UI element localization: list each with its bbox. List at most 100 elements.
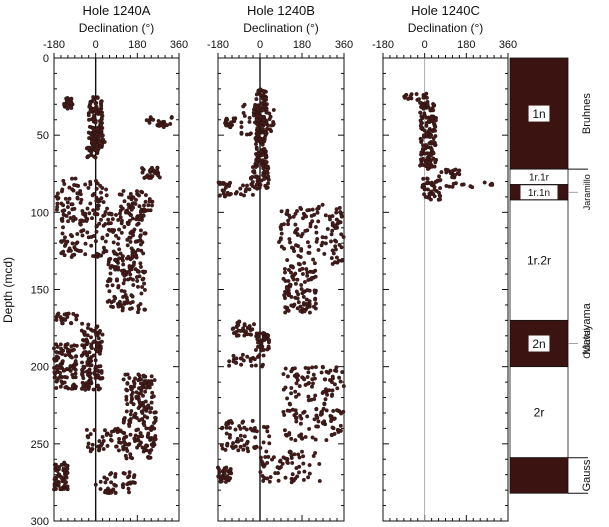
y-tick-label: 250 (31, 439, 49, 451)
data-point (261, 173, 266, 178)
data-point (80, 343, 85, 348)
data-point (294, 394, 298, 399)
polarity-column: 1n 1r.1r 1r.1n 1r.2r 2n 2r Bruhnes Jaramillo Mat… (509, 57, 593, 494)
data-point (146, 431, 151, 436)
data-point (91, 107, 96, 112)
data-point (80, 380, 85, 385)
data-point (224, 431, 229, 436)
data-point (322, 402, 327, 407)
data-point (300, 266, 305, 271)
data-point (289, 391, 294, 396)
data-point (256, 340, 260, 345)
data-point (60, 359, 65, 364)
data-point (86, 441, 91, 446)
data-point (147, 450, 152, 455)
data-point (312, 261, 317, 266)
data-point (428, 197, 433, 202)
data-point (330, 376, 335, 381)
data-point (264, 449, 269, 454)
data-point (277, 466, 282, 471)
data-point (162, 122, 167, 127)
data-point (249, 182, 254, 187)
data-point (95, 126, 100, 131)
data-point (238, 444, 243, 449)
data-point (68, 248, 73, 253)
data-point (99, 99, 103, 104)
data-point (125, 381, 130, 386)
chron-label: Gauss (581, 459, 593, 491)
data-point (288, 449, 292, 454)
data-point (295, 372, 299, 377)
data-point (86, 154, 91, 159)
data-point (108, 278, 113, 283)
data-point (129, 409, 134, 413)
data-point (302, 469, 307, 474)
data-point (439, 170, 444, 175)
data-point (121, 189, 126, 193)
data-point (309, 397, 314, 402)
data-point (110, 217, 115, 222)
data-point (97, 439, 102, 444)
data-point (330, 388, 335, 393)
data-point (337, 242, 342, 247)
data-point (95, 95, 100, 100)
data-point (317, 462, 322, 466)
data-point (266, 344, 271, 349)
data-point (150, 436, 155, 441)
data-point (150, 390, 155, 395)
data-point (142, 287, 147, 292)
data-point (125, 402, 130, 407)
data-point (125, 243, 130, 248)
data-point (138, 261, 143, 266)
data-point (119, 268, 124, 273)
data-point (65, 239, 70, 244)
data-point (299, 287, 304, 291)
data-point (73, 354, 78, 359)
data-point (305, 273, 310, 278)
data-point (117, 211, 122, 216)
data-point (104, 489, 109, 494)
data-point (233, 427, 238, 432)
data-point (242, 114, 247, 118)
data-point (228, 191, 233, 196)
data-point (429, 133, 434, 138)
data-point (106, 217, 111, 222)
data-point (101, 137, 105, 142)
data-point (252, 426, 257, 430)
data-point (294, 419, 299, 424)
data-point (103, 428, 107, 433)
data-point (261, 164, 265, 169)
data-point (62, 368, 67, 373)
data-point (295, 296, 300, 301)
zone-label: 1n (532, 107, 545, 121)
data-point (228, 467, 233, 472)
data-point (114, 258, 119, 262)
data-point (113, 267, 118, 272)
data-point (139, 385, 144, 390)
data-point (229, 120, 234, 125)
data-point (303, 228, 308, 233)
data-point (63, 196, 68, 201)
y-tick-label: 200 (31, 362, 49, 374)
data-point (74, 343, 79, 348)
data-point (307, 381, 311, 385)
data-point (334, 210, 339, 215)
data-point (404, 93, 408, 98)
data-point (88, 449, 93, 454)
data-point (64, 375, 69, 380)
y-axis-title: Depth (mcd) (1, 257, 15, 323)
data-point (109, 480, 114, 485)
data-point (304, 301, 309, 306)
data-point (151, 444, 155, 449)
data-point (91, 98, 96, 102)
data-point (296, 392, 301, 397)
data-point (92, 117, 96, 121)
data-point (252, 322, 256, 327)
data-point (289, 245, 294, 250)
data-point (125, 237, 130, 242)
data-point (265, 424, 270, 429)
data-point (253, 348, 258, 352)
data-point (89, 335, 93, 340)
data-point (289, 270, 293, 275)
data-point (97, 447, 102, 452)
